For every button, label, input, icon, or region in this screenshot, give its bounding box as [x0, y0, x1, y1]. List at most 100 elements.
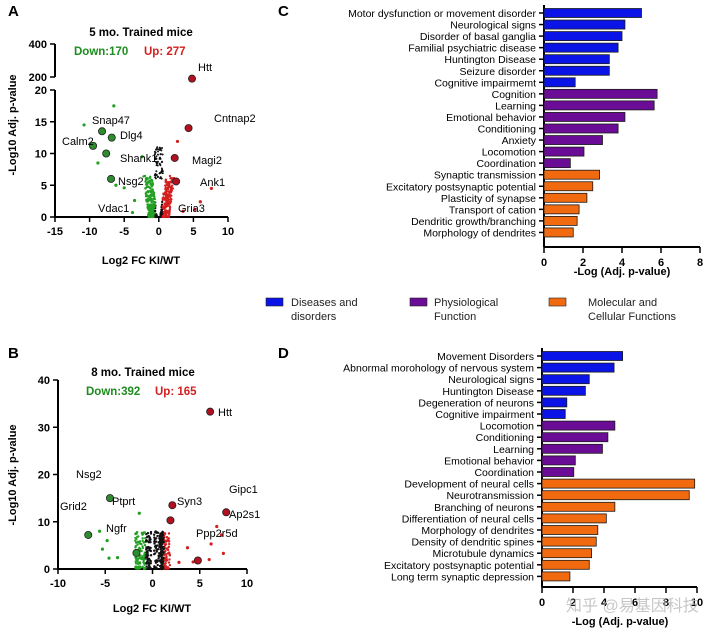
- category-label: Cognition: [492, 89, 537, 101]
- data-point: [155, 164, 158, 167]
- gene-label: Vdac1: [98, 203, 129, 215]
- data-point: [159, 543, 162, 547]
- volcano-plot-b: -10 -5 0 5 10 0 10 20 30 40 Htt Gipc1 Syn3 Ap2s1 Ppp2r…: [38, 375, 260, 590]
- data-point: [149, 532, 153, 535]
- gene-label: Syn3: [177, 496, 202, 508]
- data-point: [156, 153, 159, 156]
- bar: [541, 525, 599, 535]
- data-point: [161, 559, 164, 562]
- data-point: [169, 190, 172, 193]
- bar: [543, 123, 619, 134]
- data-point: [147, 534, 150, 538]
- data-point: [159, 176, 162, 179]
- bar: [543, 100, 655, 111]
- data-point: [134, 560, 137, 563]
- bar: [543, 31, 623, 42]
- category-label: Dendritic growth/branching: [411, 216, 536, 228]
- watermark: 知乎 @易基因科技: [566, 597, 699, 615]
- data-point: [159, 540, 162, 543]
- category-label: Cognitive impairment: [435, 409, 534, 421]
- data-point: [155, 174, 158, 177]
- x-tick-label: 4: [601, 597, 608, 609]
- data-point: [141, 565, 144, 569]
- x-tick-label: 6: [632, 597, 638, 609]
- data-point: [155, 170, 158, 173]
- data-point: [168, 558, 171, 561]
- bar: [541, 374, 590, 385]
- panel-d-xlabel: -Log (Adj. p-value): [572, 616, 669, 628]
- category-label: Coordination: [474, 467, 534, 479]
- bar: [543, 54, 610, 65]
- gene-label: Grid2: [60, 501, 87, 513]
- x-tick-label: -5: [119, 226, 129, 238]
- data-point: [146, 206, 149, 209]
- y-tick-label: 10: [38, 517, 50, 529]
- data-point: [165, 557, 168, 560]
- category-label: Huntington Disease: [444, 54, 536, 66]
- legend-swatch-physiological: [409, 297, 428, 307]
- category-label: Learning: [495, 100, 536, 112]
- category-label: Motor dysfunction or movement disorder: [348, 8, 536, 20]
- data-point: [153, 536, 156, 539]
- gene-label: Gipc1: [229, 484, 258, 496]
- category-label: Conditioning: [476, 432, 535, 444]
- highlight-point: [168, 501, 177, 510]
- data-point: [159, 153, 162, 156]
- legend-label-physiological-2: Function: [434, 311, 476, 323]
- legend-swatch-diseases: [265, 297, 284, 307]
- gene-label: Htt: [218, 407, 232, 419]
- x-tick-label: 4: [619, 257, 626, 269]
- data-point: [148, 558, 151, 562]
- bar: [543, 8, 642, 18]
- data-point: [149, 187, 152, 190]
- data-point: [165, 183, 169, 187]
- bar-chart-c: 0 2 4 6 8 Motor dysfunction or movement disor…: [348, 5, 703, 269]
- data-point: [122, 186, 126, 190]
- data-point: [219, 533, 224, 537]
- data-point: [167, 537, 171, 540]
- data-point: [153, 545, 157, 548]
- x-tick-label: 0: [539, 597, 545, 609]
- data-point: [167, 551, 171, 554]
- category-label: Excitatory postsynaptic potential: [384, 560, 534, 572]
- data-point: [160, 556, 164, 560]
- data-point: [167, 545, 171, 549]
- panel-a-ylabel: -Log10 Adj. p-value: [7, 74, 19, 175]
- data-point: [148, 199, 151, 202]
- bar: [543, 146, 585, 157]
- data-point: [147, 566, 150, 569]
- y-tick-label: 20: [38, 470, 50, 482]
- panel-c-xlabel: -Log (Adj. p-value): [574, 266, 671, 278]
- data-point: [151, 208, 155, 211]
- category-label: Microtubule dynamics: [432, 548, 534, 560]
- data-point: [138, 547, 141, 551]
- data-point: [165, 197, 168, 200]
- x-tick-label: 0: [149, 578, 155, 590]
- bar: [543, 169, 600, 180]
- gene-label: Htt: [198, 62, 212, 74]
- highlight-point: [193, 556, 202, 565]
- data-point: [137, 567, 141, 570]
- data-point: [164, 199, 167, 202]
- data-point: [142, 561, 146, 565]
- category-label: Development of neural cells: [404, 479, 534, 491]
- data-point: [152, 533, 156, 536]
- gene-label: Nsg2: [118, 176, 144, 188]
- bar: [541, 443, 603, 454]
- category-label: Seizure disorder: [460, 66, 537, 78]
- data-point: [165, 553, 168, 556]
- data-point: [136, 565, 139, 569]
- data-point: [150, 200, 153, 204]
- data-point: [156, 563, 159, 567]
- data-point: [154, 215, 158, 218]
- data-point: [164, 549, 167, 553]
- y-tick-label: 0: [41, 212, 47, 224]
- data-point: [154, 153, 157, 156]
- data-point: [160, 211, 163, 214]
- bar: [541, 467, 575, 477]
- data-point: [144, 187, 147, 190]
- gene-label: Ap2s1: [229, 509, 260, 521]
- data-point: [146, 561, 150, 564]
- data-point: [156, 534, 159, 538]
